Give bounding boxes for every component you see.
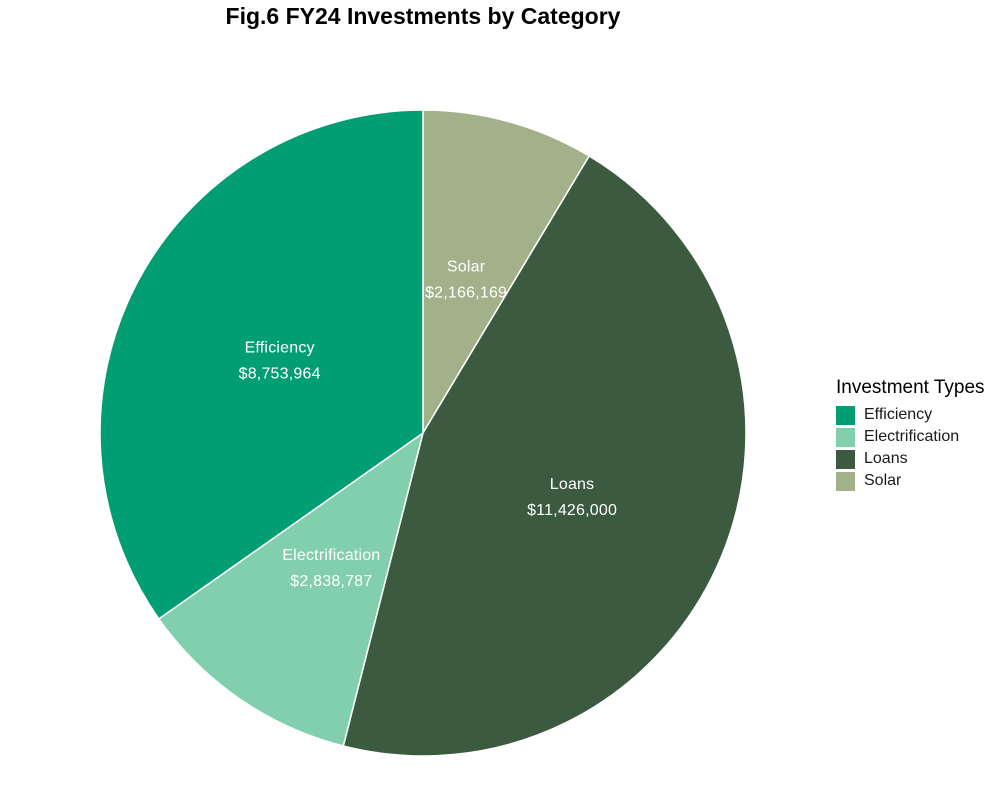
chart-title: Fig.6 FY24 Investments by Category: [225, 3, 621, 29]
slice-value-label-solar: $2,166,169: [425, 284, 507, 301]
legend-item-loans: Loans: [836, 448, 985, 470]
legend-item-efficiency: Efficiency: [836, 404, 985, 426]
legend-swatch-loans: [836, 449, 855, 469]
pie-slices: [99, 109, 747, 757]
slice-value-label-loans: $11,426,000: [527, 502, 617, 519]
legend-title: Investment Types: [836, 377, 985, 398]
legend-label-efficiency: Efficiency: [864, 406, 933, 423]
slice-name-label-electrification: Electrification: [282, 547, 380, 564]
slice-name-label-loans: Loans: [550, 476, 595, 493]
pie-slice-efficiency: [99, 109, 424, 620]
legend-swatch-electrification: [836, 427, 855, 447]
legend-swatch-efficiency: [836, 405, 855, 425]
legend-item-solar: Solar: [836, 470, 985, 492]
slice-name-label-efficiency: Efficiency: [245, 340, 315, 357]
pie-chart: Solar $2,166,169 Loans $11,426,000 Electrifi…: [99, 109, 747, 757]
pie-slice-electrification: [157, 431, 425, 747]
slice-value-label-electrification: $2,838,787: [290, 573, 372, 590]
pie-slice-solar: [422, 109, 591, 436]
legend-label-solar: Solar: [864, 472, 902, 489]
legend-items: Efficiency Electrification Loans Solar: [836, 404, 985, 492]
slice-value-label-efficiency: $8,753,964: [239, 366, 321, 383]
legend: Investment Types Efficiency Electrificati…: [836, 377, 985, 492]
pie-slice-labels: Solar $2,166,169 Loans $11,426,000 Electrifi…: [239, 258, 617, 590]
legend-label-electrification: Electrification: [864, 428, 960, 445]
legend-item-electrification: Electrification: [836, 426, 985, 448]
legend-swatch-solar: [836, 471, 855, 491]
slice-name-label-solar: Solar: [447, 258, 486, 275]
pie-slice-loans: [342, 155, 747, 757]
legend-label-loans: Loans: [864, 450, 908, 467]
